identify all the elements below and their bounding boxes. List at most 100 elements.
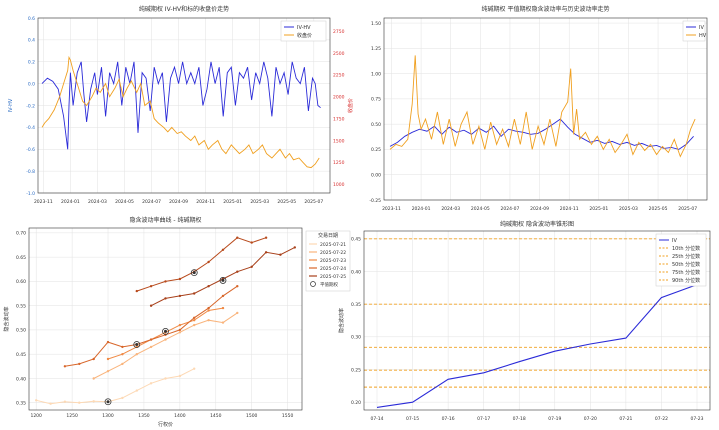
c2-point-3-11 (221, 294, 225, 298)
c0-ytick-7: 0.4 (28, 38, 35, 44)
c2-point-1-7 (193, 323, 196, 327)
c0-y2tick-0: 1000 (333, 182, 345, 188)
c1-xtick-0: 2023-11 (382, 206, 401, 212)
c2-point-0-11 (193, 367, 196, 370)
c2-point-2-5 (178, 323, 182, 327)
c3-legend-label-5: 90th 分位数 (672, 277, 700, 284)
c2-xtick-2: 1300 (102, 413, 114, 419)
c2-point-5-7 (236, 236, 239, 239)
c0-xtick-0: 2023-11 (34, 199, 53, 205)
c3-title: 纯碱期权 隐含波动率锥形图 (500, 220, 574, 228)
c0-xtick-2: 2024-03 (88, 199, 107, 205)
c3-legend-box (655, 233, 707, 287)
c2-legend-label-4: 2025-07-25 (320, 274, 346, 280)
c2-point-0-2 (63, 400, 67, 403)
c3-legend-label-1: 10th 分位数 (672, 245, 700, 252)
c2-point-5-8 (250, 241, 253, 244)
c2-point-2-8 (221, 306, 225, 310)
c0-xtick-10: 2025-07 (304, 199, 323, 205)
c2-point-5-0 (135, 289, 138, 293)
c2-point-0-8 (149, 382, 153, 385)
c0-ytick-1: -0.8 (26, 169, 35, 175)
c2-atm-dot-2 (164, 329, 167, 333)
c2-point-4-1 (164, 297, 167, 300)
c2-point-4-0 (149, 304, 153, 307)
c1-xtick-10: 2025-07 (678, 206, 697, 212)
c2-point-2-1 (121, 353, 124, 356)
c2-point-3-8 (178, 328, 182, 332)
c2-point-5-5 (207, 260, 210, 264)
c2-ytick-4: 0.55 (16, 303, 26, 309)
c1-ytick-4: 0.75 (371, 97, 381, 103)
c1-xtick-9: 2025-05 (649, 206, 668, 212)
c2-xtick-0: 1200 (30, 413, 42, 419)
c2-point-1-2 (121, 362, 124, 366)
c0-ytick-2: -0.6 (26, 147, 35, 153)
c2-ytick-0: 0.35 (16, 401, 26, 407)
c2-point-4-3 (193, 292, 196, 295)
c0-y2tick-2: 1500 (333, 138, 345, 144)
c3-xtick-7: 07-21 (619, 416, 632, 422)
c2-xtick-5: 1450 (210, 413, 222, 419)
c1-legend-label-1: HV (699, 33, 707, 39)
c3-legend-label-0: IV (672, 238, 677, 244)
c2-point-1-10 (236, 311, 239, 315)
c2-atm-marker-4 (219, 277, 227, 284)
c2-point-4-4 (207, 285, 210, 288)
c2-ytick-7: 0.70 (16, 231, 26, 237)
c2-frame (28, 227, 303, 411)
c2-ytick-6: 0.65 (16, 255, 26, 261)
c2-point-4-2 (178, 294, 182, 298)
c0-y2tick-6: 2500 (333, 51, 345, 57)
c2-legend-atm-label: 平值期权 (320, 281, 338, 288)
c3-legend-label-4: 75th 分位数 (672, 269, 700, 276)
c3-xtick-2: 07-16 (442, 416, 455, 422)
c3-xtick-5: 07-19 (548, 416, 561, 422)
c1-xtick-2: 2024-03 (441, 206, 460, 212)
c1-xtick-8: 2025-03 (619, 206, 638, 212)
c2-point-5-9 (264, 236, 268, 239)
c2-point-5-1 (149, 285, 153, 288)
c1-title: 纯碱期权 平值期权隐含波动率与历史波动率走势 (482, 5, 610, 13)
c2-point-1-3 (135, 353, 138, 356)
c2-atm-dot-0 (106, 400, 110, 404)
c3-ytick-2: 0.30 (351, 335, 361, 341)
c2-atm-marker-2 (162, 327, 169, 335)
c2-point-1-8 (207, 319, 210, 322)
c0-series-line-0 (41, 61, 321, 150)
c2-ytick-5: 0.60 (16, 279, 26, 285)
c2-point-1-0 (92, 377, 95, 380)
c0-y2tick-1: 1250 (333, 160, 345, 166)
c2-point-4-6 (236, 270, 239, 273)
chart-ivhv-close: -1.0 -0.8 -0.6 -0.4 -0.2 0.0 0.2 0.4 0.6 2023-11 2… (8, 5, 354, 205)
c2-point-4-9 (279, 253, 282, 256)
c0-ylabel: IV-HV (8, 98, 14, 112)
c1-xtick-7: 2025-01 (589, 206, 608, 212)
c2-point-4-8 (264, 251, 268, 254)
c3-legend-label-2: 25th 分位数 (672, 253, 700, 260)
c3-xtick-8: 07-22 (655, 416, 668, 422)
c1-series-line-0 (389, 118, 694, 150)
c2-atm-marker-3 (190, 269, 198, 277)
c2-atm-marker-1 (133, 341, 141, 348)
c0-y2tick-5: 2250 (333, 73, 345, 79)
c0-xtick-7: 2025-01 (223, 199, 242, 205)
c2-point-5-2 (164, 280, 167, 283)
c0-xtick-3: 2024-05 (115, 199, 134, 205)
c2-point-0-9 (164, 377, 167, 380)
c1-xtick-1: 2024-01 (412, 206, 431, 212)
c2-point-5-6 (221, 248, 225, 251)
c3-frame (363, 230, 711, 411)
c1-xtick-6: 2024-11 (560, 206, 579, 212)
c2-point-3-0 (63, 365, 67, 368)
c2-point-3-12 (236, 285, 239, 288)
c2-point-3-2 (92, 357, 95, 361)
c2-legend-label-3: 2025-07-24 (320, 266, 346, 272)
c1-legend-label-0: IV (699, 25, 704, 31)
c2-ytick-2: 0.45 (16, 352, 26, 358)
c2-legend-label-2: 2025-07-23 (320, 258, 346, 264)
c1-series-line-1 (389, 55, 696, 158)
c2-point-3-6 (149, 338, 153, 341)
